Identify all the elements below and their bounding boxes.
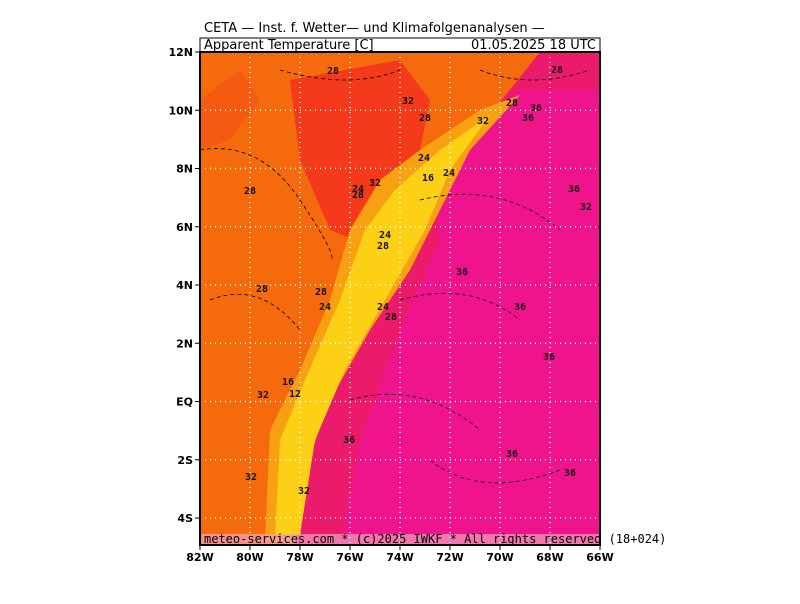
title: CETA — Inst. f. Wetter— und Klimafolgena… [204, 21, 545, 36]
contour-label: 36 [530, 103, 542, 114]
y-tick-label: 4S [177, 512, 193, 525]
contour-label: 28 [551, 65, 563, 76]
y-tick-label: 2S [177, 454, 193, 467]
contour-label: 32 [298, 486, 310, 497]
contours [200, 69, 591, 484]
x-tick-label: 66W [586, 551, 613, 564]
contour-label: 32 [245, 472, 257, 483]
contour-label: 28 [352, 190, 364, 201]
contour-label: 24 [319, 302, 331, 313]
contour-label: 32 [477, 116, 489, 127]
contour-label: 36 [456, 267, 468, 278]
y-tick-label: 8N [176, 163, 193, 176]
east-pink [340, 90, 600, 545]
contour-label: 24 [352, 184, 364, 195]
x-tick-label: 76W [336, 551, 363, 564]
contour-label: 24 [418, 153, 430, 164]
contour-label: 16 [422, 173, 434, 184]
y-tick-label: EQ [176, 396, 193, 409]
contour-label: 24 [443, 168, 455, 179]
contour-label: 28 [256, 284, 268, 295]
contour-label: 24 [379, 230, 391, 241]
contour-label: 36 [506, 449, 518, 460]
x-tick-label: 82W [186, 551, 213, 564]
contour-label: 36 [343, 435, 355, 446]
andes-core [275, 115, 490, 535]
contour-label: 36 [514, 302, 526, 313]
x-tick-label: 80W [236, 551, 263, 564]
contour-label: 28 [385, 312, 397, 323]
contour-label: 28 [419, 113, 431, 124]
y-tick-label: 10N [168, 104, 193, 117]
map-frame [199, 51, 601, 546]
field [200, 52, 600, 545]
x-tick-label: 78W [286, 551, 313, 564]
x-tick-label: 74W [386, 551, 413, 564]
contour-label: 32 [257, 390, 269, 401]
contour-label: 28 [377, 241, 389, 252]
y-tick-label: 2N [176, 337, 193, 350]
contour-label: 36 [543, 352, 555, 363]
contour-label: 28 [315, 287, 327, 298]
contour-label: 24 [377, 302, 389, 313]
contour-label: 32 [580, 202, 592, 213]
contour-label: 32 [402, 96, 414, 107]
y-tick-label: 4N [176, 279, 193, 292]
contour-label: 32 [369, 178, 381, 189]
footer-bg [200, 534, 600, 545]
y-tick-label: 12N [168, 46, 193, 59]
contour-label: 36 [568, 184, 580, 195]
x-tick-label: 70W [486, 551, 513, 564]
contour-label: 28 [506, 98, 518, 109]
contour-label: 16 [282, 377, 294, 388]
credit: meteo-services.com * (c)2025 IWKF * All … [204, 532, 666, 546]
contour-label: 28 [327, 66, 339, 77]
contour-label: 36 [522, 113, 534, 124]
x-tick-label: 68W [536, 551, 563, 564]
valid-time: 01.05.2025 18 UTC [471, 38, 596, 53]
y-tick-label: 6N [176, 221, 193, 234]
contour-label: 36 [564, 468, 576, 479]
contour-label: 12 [289, 389, 301, 400]
variable: Apparent Temperature [C] [204, 38, 374, 53]
contour-label: 28 [244, 186, 256, 197]
x-tick-label: 72W [436, 551, 463, 564]
